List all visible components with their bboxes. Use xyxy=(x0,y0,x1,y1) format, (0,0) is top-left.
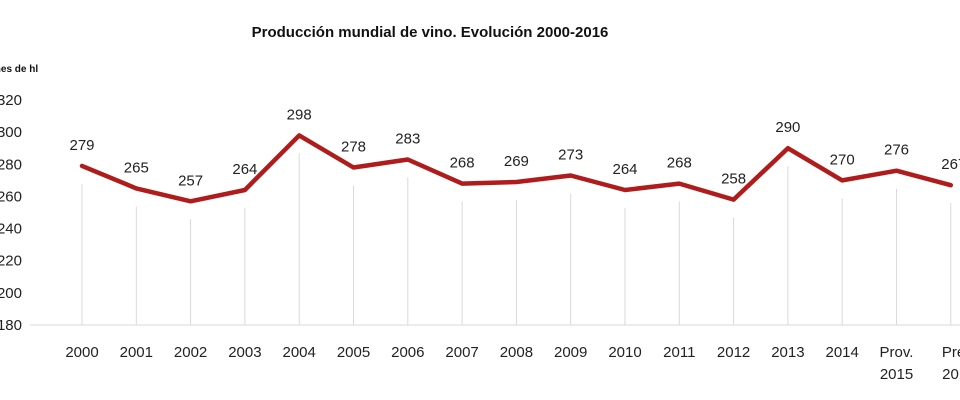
x-tick-label: 2009 xyxy=(554,344,587,361)
data-label: 273 xyxy=(558,147,583,164)
data-label: 279 xyxy=(69,137,94,154)
x-tick-label: Prov. xyxy=(880,344,914,361)
y-tick-label: 200 xyxy=(0,285,22,302)
x-tick-label: 2015 xyxy=(880,366,913,383)
data-label: 268 xyxy=(450,155,475,172)
x-tick-label: 2001 xyxy=(120,344,153,361)
x-tick-label: 2006 xyxy=(391,344,424,361)
y-axis-unit-label: Millones de hl xyxy=(0,64,38,75)
data-label: 257 xyxy=(178,172,203,189)
y-tick-label: 260 xyxy=(0,188,22,205)
y-tick-label: 220 xyxy=(0,253,22,270)
x-tick-label: 2002 xyxy=(174,344,207,361)
data-label: 264 xyxy=(232,161,257,178)
x-tick-label: 2014 xyxy=(826,344,859,361)
drop-lines xyxy=(81,153,952,325)
x-tick-label: 2003 xyxy=(228,344,261,361)
x-axis-ticks: 2000 2001 2002 2003 2004 2005 2006 2007 2008 2009… xyxy=(65,344,960,383)
data-label: 276 xyxy=(884,142,909,159)
x-tick-label: 2016 xyxy=(942,366,960,383)
x-tick-label: 2000 xyxy=(65,344,98,361)
x-tick-label: 2008 xyxy=(500,344,533,361)
data-label: 269 xyxy=(504,153,529,170)
x-tick-label: 2012 xyxy=(717,344,750,361)
x-tick-label: 2013 xyxy=(771,344,804,361)
x-tick-label: 2011 xyxy=(663,344,695,361)
data-labels: 279 265 257 264 298 278 283 268 269 273 264 268 258 2… xyxy=(69,106,960,189)
x-tick-label: Prév. xyxy=(942,344,960,361)
series-line xyxy=(79,133,954,204)
y-tick-label: 320 xyxy=(0,92,22,109)
x-tick-label: 2007 xyxy=(445,344,478,361)
data-label: 283 xyxy=(395,130,420,147)
chart-title: Producción mundial de vino. Evolución 20… xyxy=(252,24,609,41)
x-tick-label: 2005 xyxy=(337,344,370,361)
data-label: 298 xyxy=(287,106,312,123)
x-tick-label: 2010 xyxy=(608,344,641,361)
data-label: 268 xyxy=(667,155,692,172)
y-tick-label: 180 xyxy=(0,317,22,334)
data-label: 278 xyxy=(341,139,366,156)
y-axis-ticks: 180 200 220 240 260 280 300 320 xyxy=(0,92,22,334)
data-label: 270 xyxy=(830,151,855,168)
data-label: 267 xyxy=(941,156,960,173)
x-tick-label: 2004 xyxy=(283,344,316,361)
data-label: 265 xyxy=(124,159,149,176)
y-tick-label: 300 xyxy=(0,124,22,141)
data-label: 258 xyxy=(721,171,746,188)
data-label: 264 xyxy=(612,161,637,178)
data-label: 290 xyxy=(775,119,800,136)
y-tick-label: 280 xyxy=(0,156,22,173)
y-tick-label: 240 xyxy=(0,221,22,238)
